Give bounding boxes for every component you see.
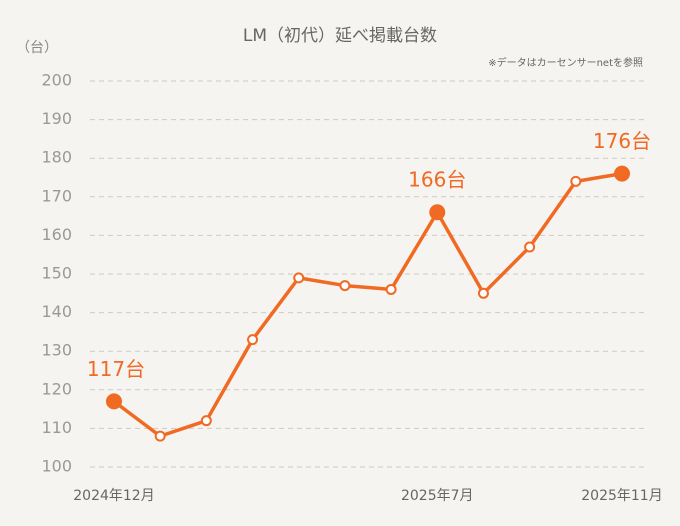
series-line: [112, 171, 623, 438]
data-label: 117台: [87, 357, 145, 381]
y-tick-label: 110: [41, 418, 72, 437]
highlight-marker: [429, 204, 446, 221]
x-tick-label: 2025年11月: [581, 488, 662, 504]
y-tick-label: 140: [41, 302, 72, 321]
chart-title: LM（初代）延べ掲載台数: [243, 26, 437, 46]
x-tick-label: 2024年12月: [73, 488, 154, 504]
marker: [200, 415, 212, 427]
y-tick-label: 180: [41, 148, 72, 167]
x-tick-label: 2025年7月: [401, 488, 474, 504]
y-tick-label: 170: [41, 186, 72, 205]
y-tick-label: 200: [41, 71, 72, 90]
marker: [570, 175, 582, 187]
y-tick-label: 120: [41, 379, 72, 398]
highlight-marker: [106, 393, 122, 410]
data-label: 176台: [593, 129, 651, 153]
y-unit: （台）: [16, 40, 58, 56]
marker: [385, 283, 397, 295]
marker: [477, 287, 489, 299]
marker: [154, 430, 166, 442]
y-tick-label: 150: [41, 264, 72, 283]
y-tick-label: 100: [41, 457, 72, 476]
y-tick-label: 130: [41, 341, 72, 360]
marker: [339, 280, 351, 292]
y-tick-label: 160: [41, 225, 72, 244]
note: ※データはカーセンサーnetを参照: [488, 56, 643, 69]
marker: [293, 272, 305, 284]
marker: [524, 241, 536, 253]
marker: [247, 334, 259, 346]
data-label: 166台: [408, 168, 466, 192]
y-tick-label: 190: [41, 109, 72, 128]
highlight-marker: [614, 165, 630, 182]
